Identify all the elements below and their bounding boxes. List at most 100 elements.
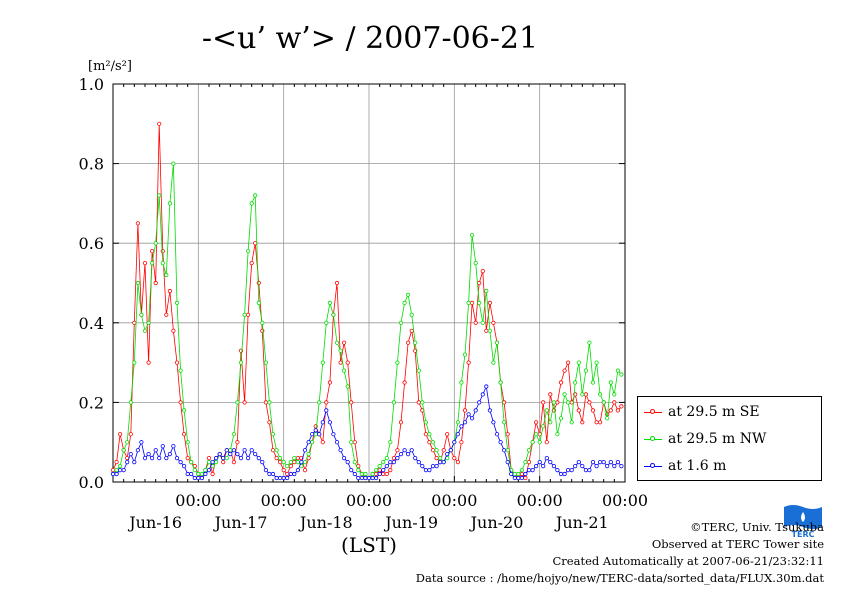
data-point-se <box>157 121 162 126</box>
data-point-low <box>128 451 133 457</box>
data-point-se <box>285 471 290 477</box>
data-point-se <box>452 455 457 461</box>
data-point-se <box>277 459 283 465</box>
data-point-se <box>167 288 172 294</box>
data-point-nw <box>587 340 592 345</box>
data-point-low <box>317 432 322 437</box>
data-point-se <box>541 400 546 405</box>
data-point-nw <box>164 272 169 278</box>
data-point-low <box>185 471 190 477</box>
data-point-se <box>270 448 276 453</box>
data-point-low <box>164 455 169 461</box>
data-point-se <box>381 471 386 477</box>
data-point-low <box>573 463 578 469</box>
data-point-low <box>167 451 172 457</box>
data-point-se <box>615 408 621 413</box>
data-point-nw <box>381 459 386 465</box>
data-point-se <box>587 400 592 405</box>
data-point-low <box>373 475 379 481</box>
data-point-low <box>583 467 589 473</box>
data-point-nw <box>167 201 172 206</box>
series-line-low <box>113 385 622 479</box>
data-point-low <box>139 440 144 445</box>
data-point-se <box>182 432 187 437</box>
legend-item-low: at 1.6 m <box>644 457 726 475</box>
data-point-low <box>356 475 361 481</box>
data-point-low <box>171 444 176 449</box>
data-point-nw <box>491 360 496 365</box>
data-point-se <box>242 400 247 405</box>
data-point-low <box>597 459 603 465</box>
data-point-nw <box>288 459 293 465</box>
data-point-nw <box>526 448 532 453</box>
data-point-low <box>398 451 404 457</box>
data-point-se <box>569 400 574 405</box>
data-point-se <box>466 360 471 365</box>
data-point-low <box>608 459 613 465</box>
data-point-nw <box>139 312 144 317</box>
data-point-low <box>533 463 539 469</box>
data-point-se <box>391 455 396 461</box>
data-point-nw <box>324 320 329 325</box>
data-point-nw <box>185 440 190 445</box>
data-point-low <box>430 463 436 469</box>
data-point-low <box>274 475 279 481</box>
data-point-low <box>132 459 137 465</box>
data-point-low <box>334 440 340 445</box>
data-point-low <box>558 471 564 477</box>
data-point-nw <box>530 440 535 445</box>
data-point-nw <box>231 432 236 437</box>
data-point-nw <box>196 471 201 477</box>
data-point-nw <box>590 380 596 385</box>
data-point-se <box>423 432 428 437</box>
data-point-se <box>477 280 482 286</box>
data-point-se <box>292 459 297 465</box>
data-point-nw <box>320 360 325 365</box>
data-point-se <box>505 432 510 437</box>
data-point-nw <box>373 467 379 473</box>
data-point-se <box>206 455 212 461</box>
data-point-nw <box>580 392 585 397</box>
data-point-low <box>405 451 411 457</box>
data-point-low <box>612 463 617 469</box>
data-point-low <box>288 471 293 477</box>
data-point-nw <box>573 380 578 385</box>
data-point-se <box>302 467 308 473</box>
data-point-nw <box>341 368 347 373</box>
data-point-nw <box>334 340 340 345</box>
data-point-nw <box>224 455 229 461</box>
data-point-nw <box>345 384 350 389</box>
data-point-se <box>487 300 492 305</box>
data-point-nw <box>605 416 610 421</box>
data-point-se <box>445 432 450 437</box>
data-point-nw <box>594 360 599 365</box>
data-point-nw <box>182 408 187 413</box>
data-point-low <box>505 459 510 465</box>
data-point-low <box>377 471 382 477</box>
data-point-low <box>260 459 265 465</box>
x-tick-day: Jun-21 <box>554 513 609 532</box>
data-point-se <box>533 420 539 425</box>
data-point-low <box>267 471 272 477</box>
data-point-nw <box>466 300 471 305</box>
data-point-low <box>182 463 187 469</box>
data-point-low <box>150 455 155 461</box>
data-point-low <box>544 455 549 461</box>
x-tick-day: Jun-20 <box>469 513 524 532</box>
data-point-low <box>590 459 596 465</box>
data-point-low <box>256 455 261 461</box>
data-point-se <box>501 400 507 405</box>
data-point-nw <box>576 360 581 365</box>
data-point-low <box>548 459 553 465</box>
series-low <box>110 384 624 481</box>
data-point-nw <box>249 201 254 206</box>
data-point-low <box>594 463 599 469</box>
data-point-low <box>370 475 375 481</box>
data-point-low <box>448 448 453 453</box>
data-point-nw <box>146 320 151 325</box>
data-point-nw <box>128 400 133 405</box>
data-point-low <box>253 451 258 457</box>
data-point-low <box>363 475 368 481</box>
data-point-low <box>242 448 247 453</box>
data-point-nw <box>416 368 421 373</box>
